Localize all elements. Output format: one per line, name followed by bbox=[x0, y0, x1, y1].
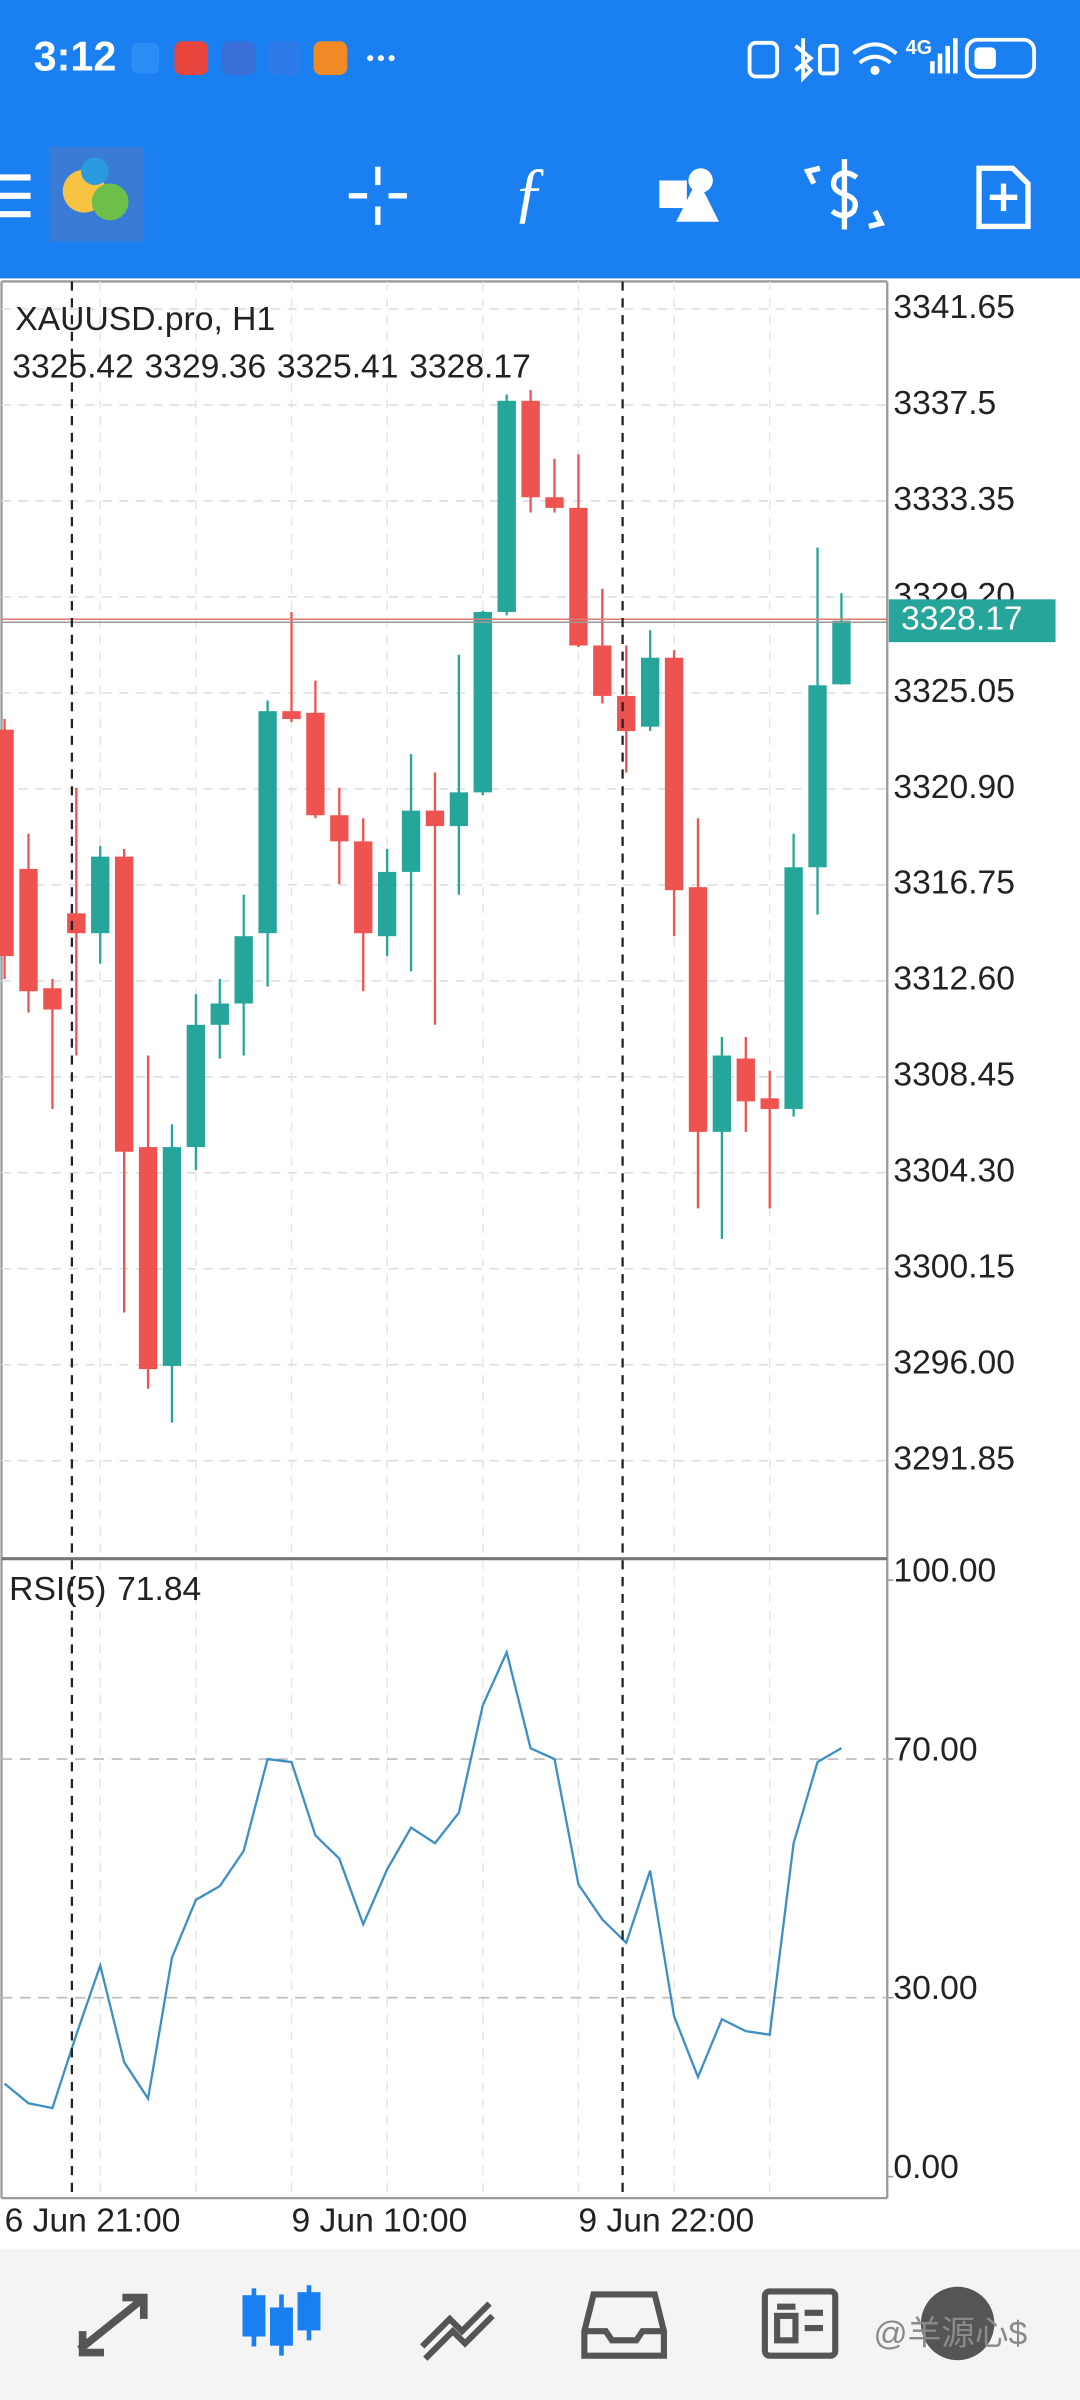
candle-body bbox=[497, 400, 516, 612]
status-time: 3:12 bbox=[34, 34, 117, 80]
high-value: 3329.36 bbox=[145, 349, 267, 386]
candle-body bbox=[114, 856, 134, 1152]
signal-bars bbox=[930, 38, 958, 74]
candle-body bbox=[688, 887, 708, 1132]
candle-body bbox=[425, 810, 445, 827]
candle-body bbox=[0, 729, 14, 957]
candle-body bbox=[401, 810, 421, 872]
battery-level bbox=[974, 47, 996, 69]
candle-body bbox=[473, 611, 492, 793]
nav-trade[interactable] bbox=[420, 2301, 495, 2361]
candle-body bbox=[569, 507, 588, 646]
new-order-button[interactable] bbox=[976, 165, 1031, 230]
y-tick-label: 70.00 bbox=[893, 1731, 977, 1768]
candle-body bbox=[330, 815, 349, 842]
candle-body bbox=[664, 657, 684, 891]
candle-body bbox=[449, 792, 469, 827]
y-tick-label: 3291.85 bbox=[893, 1441, 1015, 1478]
candle-body bbox=[712, 1055, 732, 1132]
candle-body bbox=[354, 841, 373, 934]
y-tick-label: 3296.00 bbox=[893, 1345, 1015, 1382]
candle-body bbox=[234, 936, 253, 1004]
candle-body bbox=[210, 1003, 229, 1025]
trade-button[interactable] bbox=[803, 159, 886, 230]
candle-body bbox=[736, 1058, 755, 1102]
last-price-box bbox=[888, 599, 1056, 643]
open-value: 3325.42 bbox=[12, 349, 134, 386]
rsi-line bbox=[3, 1648, 843, 2110]
candle-body bbox=[306, 712, 325, 816]
wifi-dot bbox=[870, 65, 880, 75]
chart-title: XAUUSD.pro, H1 bbox=[15, 301, 275, 338]
y-tick-label: 3312.60 bbox=[893, 961, 1015, 998]
last-price-label: 3328.17 bbox=[901, 601, 1023, 638]
y-tick-label: 3325.05 bbox=[893, 673, 1015, 710]
y-tick-label: 3333.35 bbox=[893, 481, 1015, 518]
candle-body bbox=[19, 868, 38, 992]
nav-quotes[interactable] bbox=[77, 2293, 148, 2357]
nav-history[interactable] bbox=[581, 2291, 667, 2359]
y-tick-label: 3337.5 bbox=[893, 385, 996, 422]
rsi-title: RSI(5) 71.84 bbox=[9, 1571, 201, 1608]
watermark: @羊源心$ bbox=[873, 2315, 1027, 2353]
network-type: 4G bbox=[906, 37, 933, 59]
y-tick-label: 3341.65 bbox=[893, 289, 1015, 326]
candle-body bbox=[162, 1147, 182, 1366]
candle-body bbox=[617, 695, 636, 732]
chart-frame bbox=[0, 280, 889, 2200]
nav-chart[interactable] bbox=[242, 2285, 321, 2356]
candle-body bbox=[43, 988, 62, 1010]
ohlc-readout: 3325.42 3329.36 3325.41 3328.17 bbox=[12, 349, 531, 386]
candle-body bbox=[138, 1147, 158, 1370]
crosshair-button[interactable] bbox=[348, 166, 407, 225]
x-tick-label: 9 Jun 22:00 bbox=[578, 2202, 754, 2239]
x-tick-label: 6 Jun 21:00 bbox=[5, 2202, 181, 2239]
candle-body bbox=[640, 657, 660, 727]
menu-button[interactable] bbox=[0, 174, 31, 218]
candle-body bbox=[67, 913, 86, 934]
y-tick-label: 3316.75 bbox=[893, 865, 1015, 902]
system-icons bbox=[747, 37, 1037, 83]
marks: 3341.653337.53333.353329.203325.053320.9… bbox=[0, 289, 1056, 2239]
rsi-name: RSI(5) bbox=[9, 1571, 106, 1608]
candle-body bbox=[186, 1024, 206, 1148]
low-value: 3325.41 bbox=[277, 349, 399, 386]
y-tick-label: 3308.45 bbox=[893, 1057, 1015, 1094]
bottom-nav bbox=[0, 2248, 1080, 2400]
y-tick-label: 3320.90 bbox=[893, 769, 1015, 806]
rsi-current: 71.84 bbox=[117, 1571, 201, 1608]
candle-body bbox=[521, 400, 540, 498]
candle-body bbox=[282, 711, 301, 720]
candle-body bbox=[784, 867, 803, 1109]
candle-body bbox=[545, 497, 564, 508]
candle-body bbox=[808, 685, 827, 868]
nav-settings[interactable] bbox=[920, 2286, 995, 2361]
close-value: 3328.17 bbox=[409, 349, 531, 386]
candle-body bbox=[377, 871, 397, 937]
candle-body bbox=[593, 645, 612, 696]
x-tick-label: 9 Jun 10:00 bbox=[292, 2202, 468, 2239]
candle-body bbox=[258, 711, 277, 934]
objects-button[interactable] bbox=[659, 168, 719, 222]
notification-icons bbox=[131, 41, 395, 75]
y-tick-label: 3300.15 bbox=[893, 1249, 1015, 1286]
app-logo[interactable] bbox=[48, 146, 144, 242]
y-tick-label: 100.00 bbox=[893, 1552, 996, 1589]
grid bbox=[1, 281, 894, 2199]
y-tick-label: 30.00 bbox=[893, 1970, 977, 2007]
candle-body bbox=[760, 1098, 779, 1109]
candle-body bbox=[91, 856, 110, 934]
y-tick-label: 3304.30 bbox=[893, 1153, 1015, 1190]
candle-body bbox=[832, 620, 851, 685]
y-tick-label: 0.00 bbox=[893, 2149, 958, 2186]
indicators-button[interactable]: ƒ bbox=[512, 154, 546, 229]
nav-news[interactable] bbox=[761, 2288, 839, 2359]
